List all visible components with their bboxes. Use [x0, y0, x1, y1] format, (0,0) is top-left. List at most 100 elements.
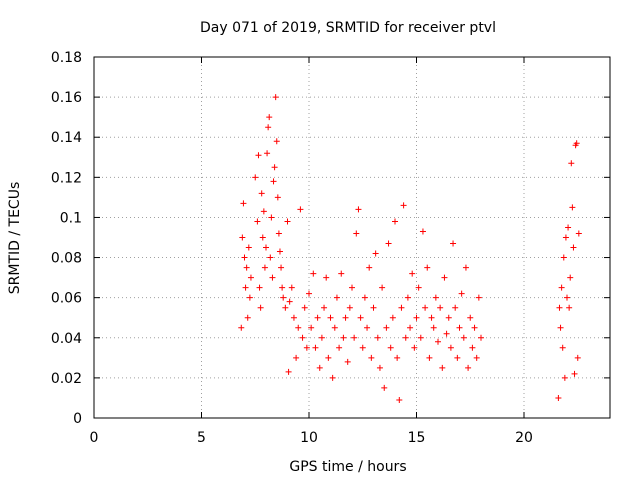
data-point — [394, 354, 401, 361]
data-point — [327, 314, 334, 321]
data-point — [376, 364, 383, 371]
data-point — [450, 240, 457, 247]
data-point — [415, 284, 422, 291]
data-point — [467, 314, 474, 321]
data-point — [419, 228, 426, 235]
data-point — [465, 364, 472, 371]
data-point — [469, 344, 476, 351]
data-point — [293, 354, 300, 361]
data-point — [247, 274, 254, 281]
data-point — [404, 294, 411, 301]
data-point — [567, 274, 574, 281]
data-point — [452, 304, 459, 311]
data-point — [269, 274, 276, 281]
data-point — [396, 396, 403, 403]
data-point — [443, 330, 450, 337]
data-point — [286, 298, 293, 305]
data-point — [279, 284, 286, 291]
data-point — [306, 290, 312, 297]
y-tick-label: 0.04 — [51, 331, 82, 347]
data-point — [299, 334, 306, 341]
data-point — [432, 294, 439, 301]
data-point — [374, 334, 381, 341]
data-point — [355, 206, 362, 213]
data-point — [402, 334, 409, 341]
data-point — [398, 304, 405, 311]
data-point — [271, 164, 278, 171]
data-point — [370, 304, 377, 311]
data-point — [435, 338, 441, 345]
data-point — [263, 244, 269, 251]
data-point — [260, 208, 267, 215]
data-point — [409, 270, 416, 277]
data-point — [340, 334, 347, 341]
data-point — [272, 94, 279, 101]
x-axis-label: GPS time / hours — [289, 459, 406, 475]
data-point — [342, 314, 349, 321]
data-point — [256, 284, 263, 291]
y-tick-label: 0.08 — [51, 251, 82, 267]
data-point — [349, 284, 355, 291]
data-point — [312, 344, 319, 351]
data-point — [273, 138, 280, 145]
data-point — [268, 214, 275, 221]
data-point — [462, 264, 469, 271]
data-point — [282, 304, 289, 311]
data-point — [562, 234, 569, 241]
data-point — [314, 314, 321, 321]
data-point — [560, 254, 567, 261]
data-point — [422, 304, 429, 311]
data-point — [385, 240, 392, 247]
data-point — [456, 324, 463, 331]
data-point — [297, 206, 304, 213]
plot-frame — [93, 56, 611, 419]
data-point — [364, 324, 371, 331]
data-point — [255, 152, 262, 159]
data-point — [353, 230, 360, 237]
data-point — [413, 314, 420, 321]
data-point — [301, 304, 308, 311]
y-axis-label: SRMTID / TECUs — [7, 182, 23, 295]
data-point — [303, 344, 310, 351]
data-point — [574, 354, 581, 361]
data-point — [266, 114, 273, 121]
data-point — [475, 294, 482, 301]
data-point — [336, 344, 343, 351]
data-point — [290, 314, 297, 321]
data-point — [556, 304, 563, 311]
data-point — [441, 274, 448, 281]
data-point — [242, 284, 249, 291]
data-point — [411, 344, 418, 351]
data-point — [285, 368, 292, 375]
data-point — [458, 290, 465, 297]
data-point — [359, 344, 366, 351]
data-point — [241, 254, 248, 261]
data-point — [245, 244, 252, 251]
data-point — [439, 364, 446, 371]
data-point — [261, 264, 268, 271]
data-point — [381, 384, 388, 391]
data-point — [278, 264, 285, 271]
data-point — [571, 370, 578, 377]
data-point — [338, 270, 345, 277]
data-point — [471, 324, 478, 331]
data-point — [284, 218, 291, 225]
data-point — [460, 334, 467, 341]
data-point — [325, 354, 332, 361]
data-point — [417, 334, 424, 341]
axis-ticks: 0 0.02 0.04 0.06 0.08 0.1 0.12 0.14 0.16 0.18 0 5 10… — [51, 50, 610, 446]
data-point — [569, 204, 576, 211]
data-point — [246, 294, 253, 301]
data-point — [368, 354, 375, 361]
data-point — [288, 284, 295, 291]
data-point — [258, 190, 265, 197]
data-point — [473, 354, 480, 361]
data-point — [424, 264, 431, 271]
data-point — [351, 334, 358, 341]
data-point — [564, 294, 570, 301]
data-point — [400, 202, 407, 209]
x-tick-label: 20 — [515, 430, 533, 446]
data-point — [366, 264, 373, 271]
data-point — [346, 304, 353, 311]
